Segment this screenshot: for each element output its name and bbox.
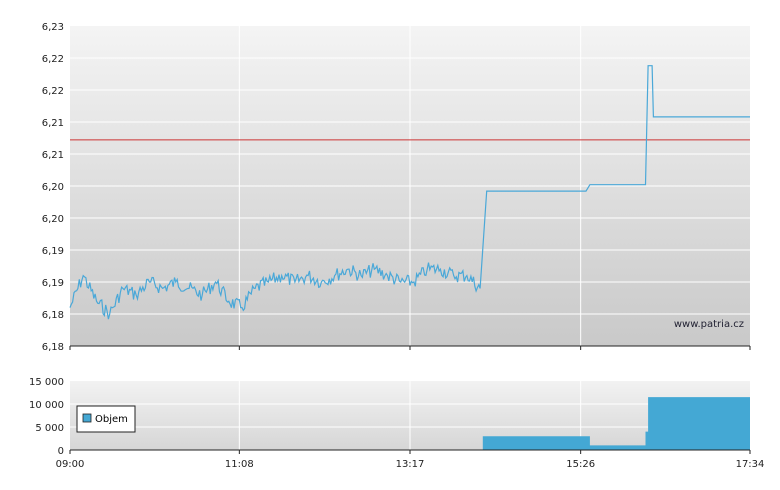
volume-y-ticks: 15 000 10 000 5 000 0: [29, 377, 64, 457]
x-tick-label: 13:17: [396, 459, 425, 470]
price-y-tick-label: 6,21: [42, 150, 64, 161]
price-y-tick-label: 6,23: [42, 22, 64, 33]
watermark: www.patria.cz: [674, 319, 744, 330]
x-tick-label: 11:08: [225, 459, 254, 470]
legend-swatch: [82, 413, 92, 423]
volume-legend: Objem: [76, 405, 136, 433]
price-y-ticks: 6,23 6,22 6,22 6,21 6,21 6,20 6,20 6,19 6,19 6,18…: [42, 22, 64, 353]
volume-y-tick-label: 0: [58, 446, 64, 457]
volume-y-tick-label: 10 000: [29, 400, 64, 411]
volume-x-ticks: 09:00 11:08 13:17 15:26 17:34: [56, 450, 765, 470]
price-y-tick-label: 6,22: [42, 54, 64, 65]
price-y-tick-label: 6,21: [42, 118, 64, 129]
price-x-tick-marks: [69, 346, 751, 350]
price-y-tick-label: 6,18: [42, 342, 64, 353]
volume-y-tick-label: 15 000: [29, 377, 64, 388]
volume-area: [482, 397, 750, 450]
price-y-tick-label: 6,22: [42, 86, 64, 97]
x-tick-label: 15:26: [566, 459, 595, 470]
price-y-tick-label: 6,19: [42, 246, 64, 257]
volume-y-tick-label: 5 000: [35, 423, 64, 434]
x-tick-label: 17:34: [736, 459, 765, 470]
price-y-tick-label: 6,19: [42, 278, 64, 289]
volume-grid: [70, 381, 750, 450]
price-line: [69, 65, 750, 320]
x-tick-label: 09:00: [56, 459, 85, 470]
price-y-tick-label: 6,20: [42, 182, 64, 193]
legend-label: Objem: [95, 414, 128, 425]
price-y-tick-label: 6,18: [42, 310, 64, 321]
price-y-tick-label: 6,20: [42, 214, 64, 225]
price-grid: [70, 26, 750, 346]
